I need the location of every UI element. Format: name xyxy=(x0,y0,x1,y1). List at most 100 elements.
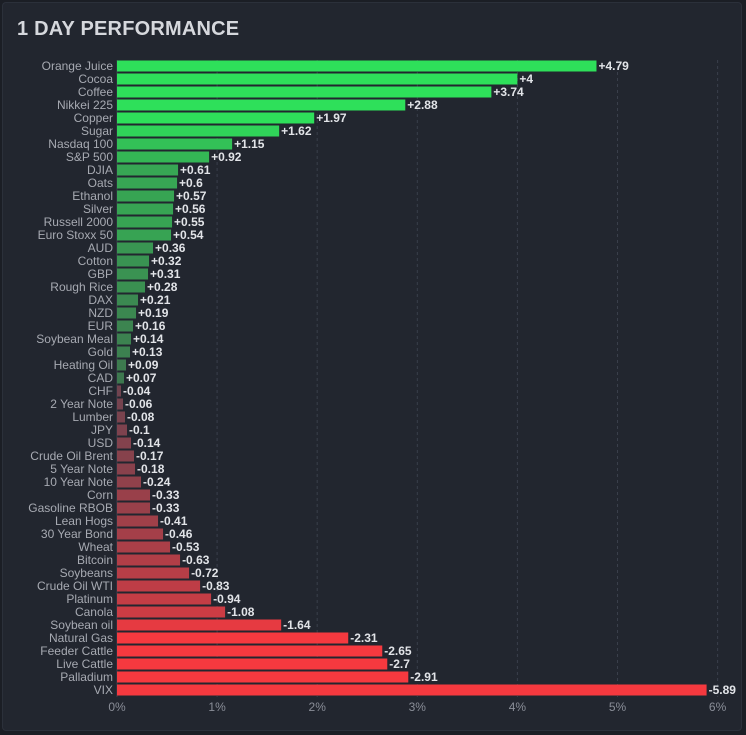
bar[interactable] xyxy=(117,86,492,98)
bar[interactable] xyxy=(117,346,131,358)
bar[interactable] xyxy=(117,515,159,527)
value-label: -0.24 xyxy=(143,475,171,489)
bar[interactable] xyxy=(117,294,139,306)
value-label: +0.92 xyxy=(211,150,242,164)
bar[interactable] xyxy=(117,437,132,449)
bar[interactable] xyxy=(117,593,212,605)
value-label: -0.04 xyxy=(123,384,151,398)
bar[interactable] xyxy=(117,177,178,189)
value-label: -0.14 xyxy=(133,436,161,450)
value-label: +2.88 xyxy=(407,98,438,112)
bar[interactable] xyxy=(117,333,132,345)
category-label: Lumber xyxy=(72,410,113,424)
value-label: -1.64 xyxy=(283,618,311,632)
value-label: +0.21 xyxy=(140,293,171,307)
chart-title: 1 DAY PERFORMANCE xyxy=(17,18,240,40)
bar[interactable] xyxy=(117,281,146,293)
bars xyxy=(117,60,707,696)
value-label: +4.79 xyxy=(598,59,629,73)
category-label: Copper xyxy=(74,111,113,125)
bar[interactable] xyxy=(117,359,127,371)
bar[interactable] xyxy=(117,125,280,137)
bar[interactable] xyxy=(117,164,179,176)
category-label: Crude Oil Brent xyxy=(30,449,113,463)
bar[interactable] xyxy=(117,684,707,696)
x-tick-label: 3% xyxy=(409,700,427,714)
value-label: -0.83 xyxy=(202,579,230,593)
bar[interactable] xyxy=(117,112,315,124)
bar[interactable] xyxy=(117,632,349,644)
bar[interactable] xyxy=(117,99,406,111)
category-label: Palladium xyxy=(60,670,113,684)
category-label: Canola xyxy=(75,605,113,619)
value-label: +0.16 xyxy=(135,319,166,333)
value-label: -0.33 xyxy=(152,501,180,515)
bar[interactable] xyxy=(117,151,210,163)
bar[interactable] xyxy=(117,320,134,332)
category-label: DJIA xyxy=(87,163,113,177)
bar[interactable] xyxy=(117,138,233,150)
bar[interactable] xyxy=(117,619,282,631)
value-label: +0.09 xyxy=(128,358,159,372)
value-label: +0.14 xyxy=(133,332,164,346)
bar[interactable] xyxy=(117,541,171,553)
value-label: +0.19 xyxy=(138,306,169,320)
value-label: +0.61 xyxy=(180,163,211,177)
category-label: Ethanol xyxy=(72,189,113,203)
category-label: Gasoline RBOB xyxy=(28,501,113,515)
bar[interactable] xyxy=(117,60,597,72)
bar[interactable] xyxy=(117,229,172,241)
bar[interactable] xyxy=(117,671,409,683)
x-tick-label: 2% xyxy=(309,700,327,714)
bar[interactable] xyxy=(117,502,151,514)
bar[interactable] xyxy=(117,476,142,488)
category-label: VIX xyxy=(94,683,113,697)
category-label: USD xyxy=(88,436,114,450)
bar[interactable] xyxy=(117,606,226,618)
bar[interactable] xyxy=(117,658,388,670)
bar[interactable] xyxy=(117,190,175,202)
bar[interactable] xyxy=(117,424,128,436)
bar[interactable] xyxy=(117,203,174,215)
bar[interactable] xyxy=(117,268,149,280)
value-label: +4 xyxy=(519,72,533,86)
value-label: -2.7 xyxy=(389,657,410,671)
bar[interactable] xyxy=(117,73,518,85)
bar[interactable] xyxy=(117,489,151,501)
category-label: Rough Rice xyxy=(50,280,113,294)
value-label: -0.46 xyxy=(165,527,193,541)
bar[interactable] xyxy=(117,398,124,410)
x-axis-ticks: 0% 1% 2% 3% 4% 5% 6% xyxy=(108,700,726,714)
category-label: Bitcoin xyxy=(77,553,113,567)
bar[interactable] xyxy=(117,580,201,592)
bar[interactable] xyxy=(117,307,137,319)
bar[interactable] xyxy=(117,463,136,475)
value-label: +3.74 xyxy=(493,85,524,99)
x-tick-label: 5% xyxy=(609,700,627,714)
value-label: +0.54 xyxy=(173,228,204,242)
bar[interactable] xyxy=(117,385,122,397)
value-label: +0.28 xyxy=(147,280,178,294)
value-label: +1.15 xyxy=(234,137,265,151)
bar[interactable] xyxy=(117,372,125,384)
value-label: -0.06 xyxy=(125,397,153,411)
bar[interactable] xyxy=(117,242,154,254)
bar[interactable] xyxy=(117,567,190,579)
bar[interactable] xyxy=(117,645,383,657)
value-label: -0.1 xyxy=(129,423,150,437)
value-label: +0.56 xyxy=(175,202,206,216)
bar[interactable] xyxy=(117,554,181,566)
category-label: Sugar xyxy=(81,124,113,138)
bar[interactable] xyxy=(117,216,173,228)
bar[interactable] xyxy=(117,255,150,267)
bar[interactable] xyxy=(117,528,164,540)
category-label: Cotton xyxy=(78,254,113,268)
category-label: Silver xyxy=(83,202,113,216)
bar[interactable] xyxy=(117,450,135,462)
value-label: -2.65 xyxy=(384,644,412,658)
value-label: -0.08 xyxy=(127,410,155,424)
bar[interactable] xyxy=(117,411,126,423)
category-label: Nikkei 225 xyxy=(57,98,113,112)
value-label: -0.17 xyxy=(136,449,164,463)
